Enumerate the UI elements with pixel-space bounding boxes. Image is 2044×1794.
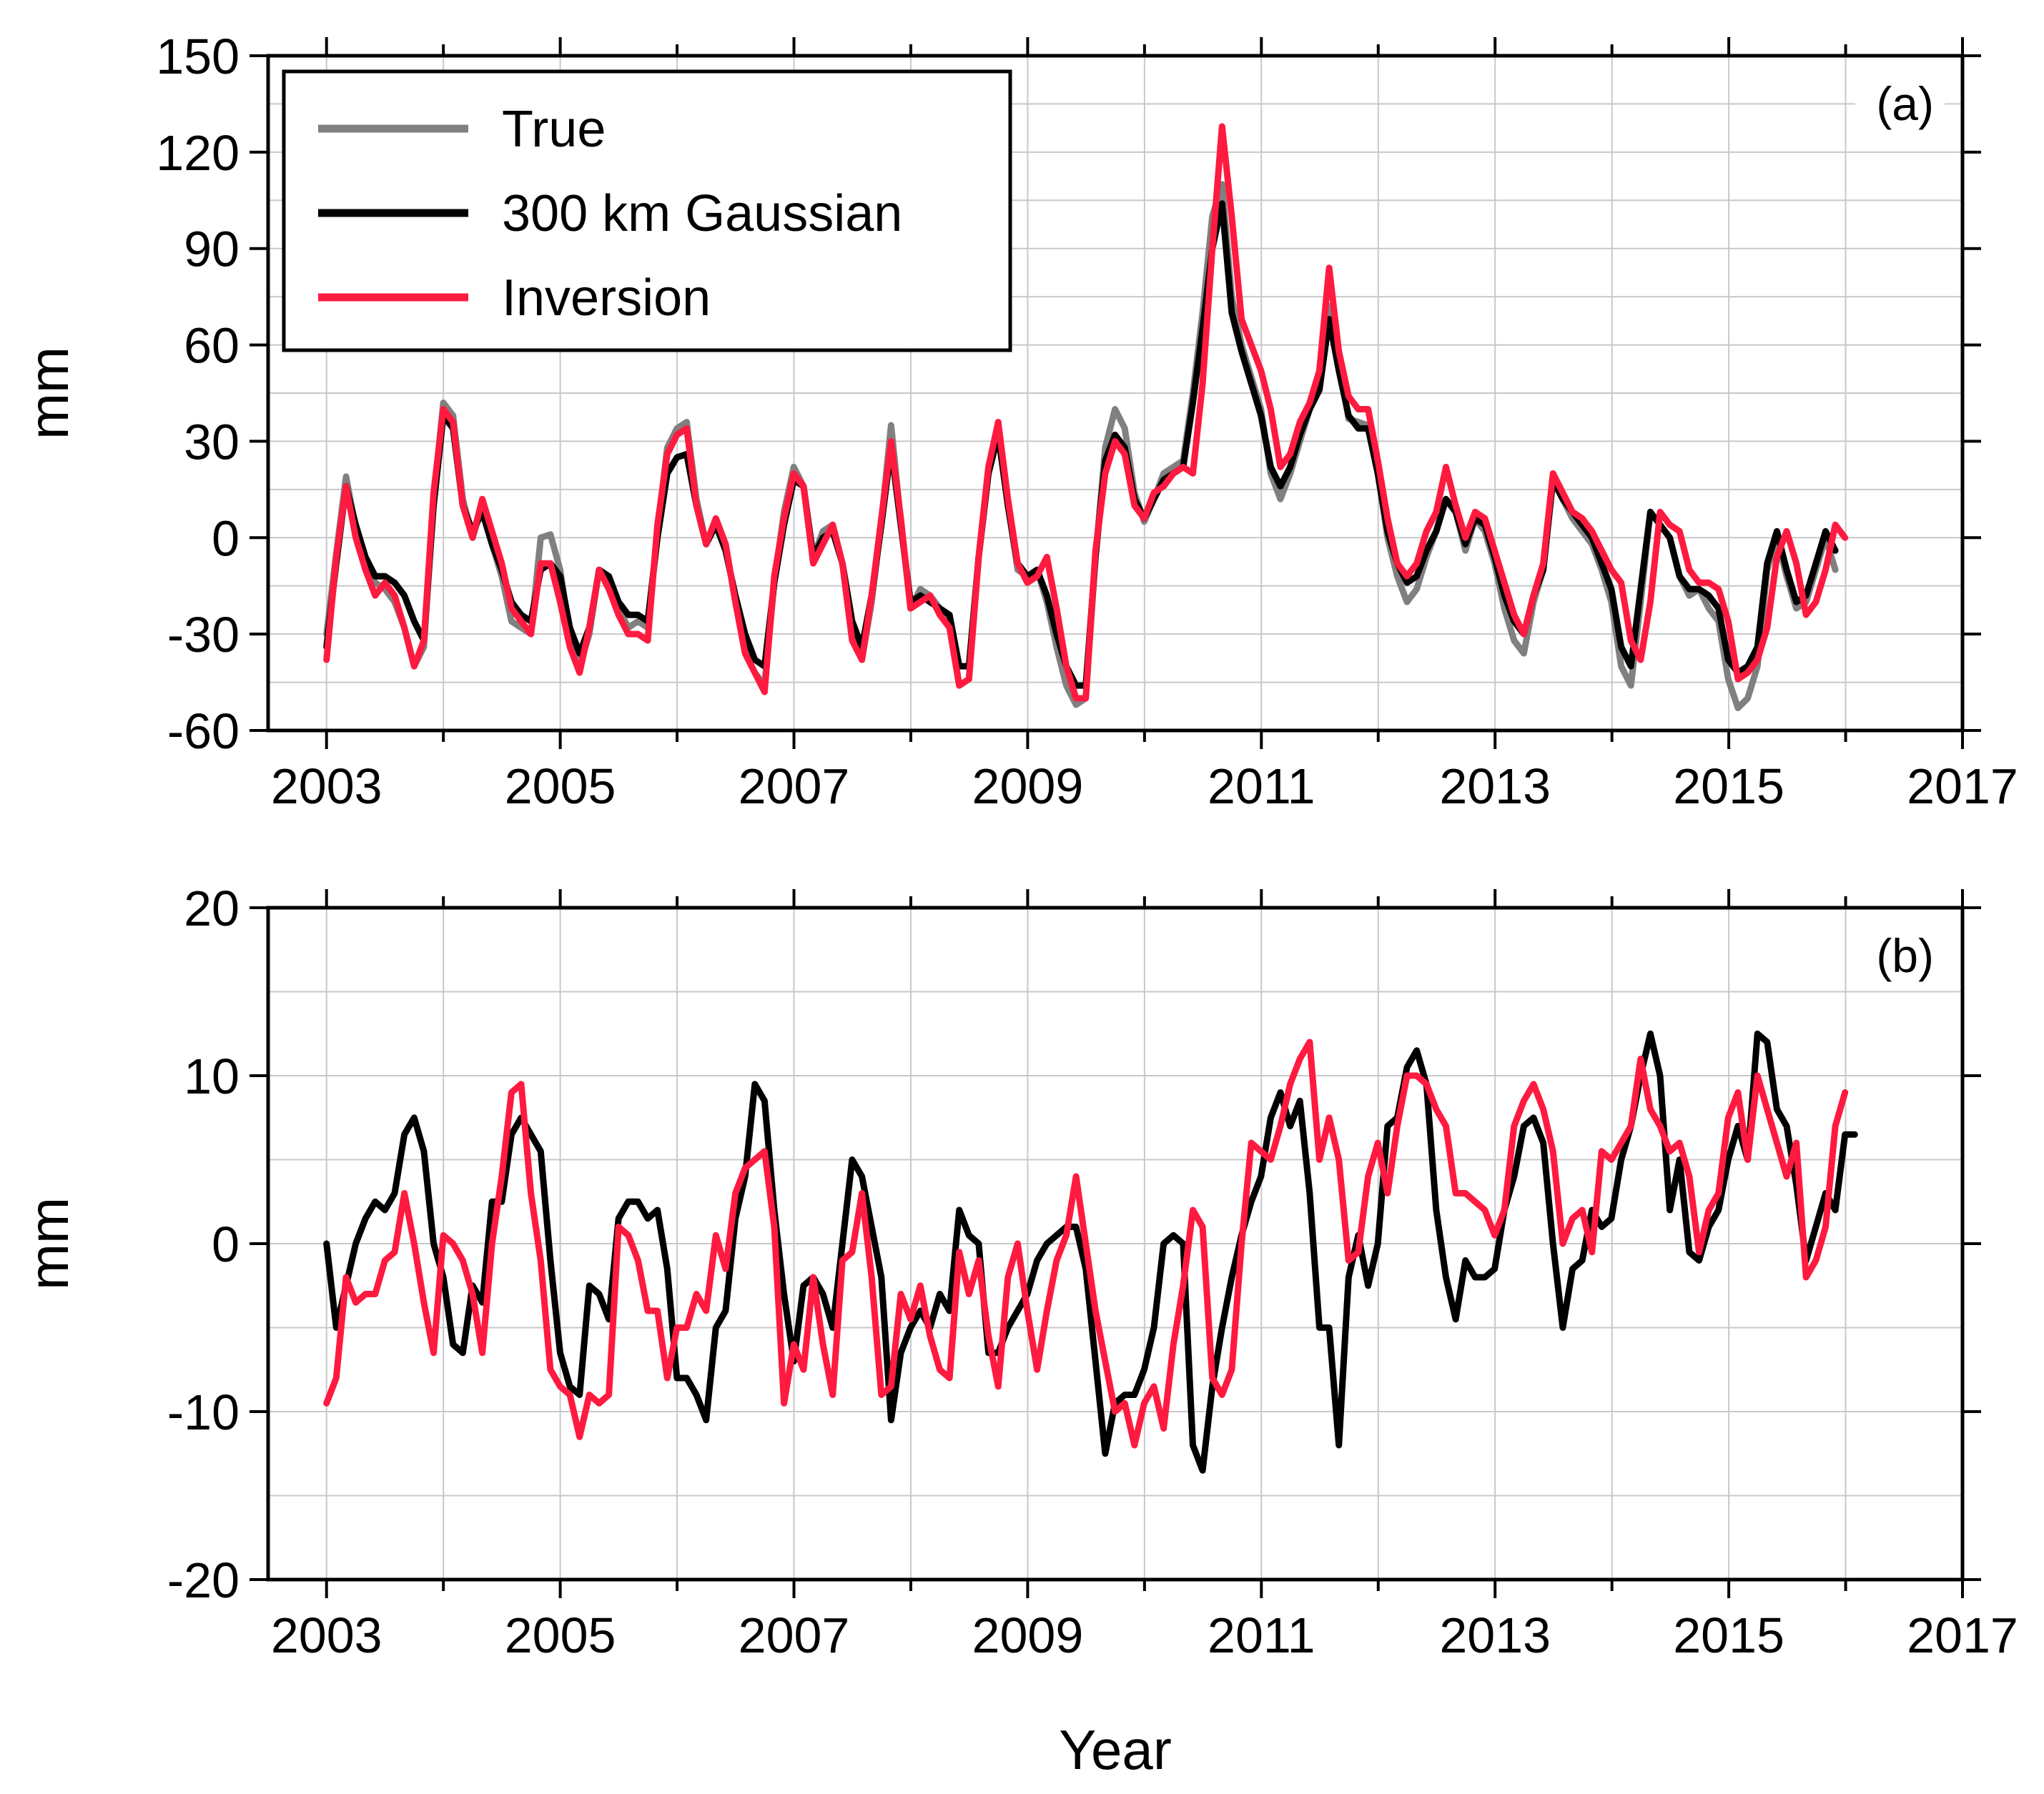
y-tick-label: 10 (184, 1049, 240, 1104)
series-line-inversion (323, 123, 1849, 702)
x-tick-label: 2011 (1208, 1607, 1315, 1663)
series-line-inversion (323, 1039, 1849, 1449)
y-tick-label: -20 (167, 1552, 240, 1608)
x-tick-label: 2013 (1439, 758, 1551, 814)
x-tick-label: 2005 (505, 1607, 616, 1663)
panel-label-background (1855, 73, 1945, 137)
y-tick-label: -60 (167, 703, 240, 759)
series-line-300-km-gaussian (323, 1030, 1858, 1474)
x-axis-title: Year (1059, 1718, 1172, 1781)
panel-label: (a) (1876, 77, 1934, 130)
plot-frame (266, 54, 1965, 733)
y-tick-label: 0 (212, 510, 240, 566)
x-tick-label: 2007 (739, 758, 850, 814)
y-tick-label: 150 (156, 29, 240, 84)
x-tick-label: 2003 (271, 1607, 382, 1663)
x-tick-label: 2017 (1907, 1607, 2018, 1663)
y-tick-label: 30 (184, 414, 240, 470)
y-tick-label: 120 (156, 125, 240, 181)
x-tick-label: 2017 (1907, 758, 2018, 814)
y-tick-label: 90 (184, 222, 240, 277)
x-tick-label: 2015 (1673, 758, 1784, 814)
y-tick-label: 60 (184, 318, 240, 374)
x-tick-label: 2015 (1673, 1607, 1784, 1663)
series-line-300-km-gaussian (323, 200, 1839, 689)
legend-label: True (502, 101, 606, 158)
x-tick-label: 2011 (1208, 758, 1315, 814)
panel-a: 2003 2005 2007 2009 2011 2013 2015 2017 -60 -30 0 3… (17, 29, 2018, 814)
y-tick-label: -30 (167, 607, 240, 663)
y-axis-title: mm (17, 347, 80, 440)
panel-b: 2003 2005 2007 2009 2011 2013 2015 2017 -20 -10 0 1… (17, 881, 2018, 1781)
x-tick-label: 2009 (972, 1607, 1084, 1663)
legend: True 300 km Gaussian Inversion (282, 69, 1012, 352)
panel-label-background (1855, 925, 1945, 989)
y-axis-title: mm (17, 1197, 80, 1290)
legend-label: 300 km Gaussian (502, 185, 902, 242)
panel-label: (b) (1876, 929, 1934, 982)
x-tick-label: 2005 (505, 758, 616, 814)
x-tick-label: 2003 (271, 758, 382, 814)
x-tick-label: 2007 (739, 1607, 850, 1663)
y-tick-label: 0 (212, 1216, 240, 1272)
legend-label: Inversion (502, 269, 711, 327)
x-tick-label: 2013 (1439, 1607, 1551, 1663)
y-tick-label: 20 (184, 881, 240, 936)
x-tick-label: 2009 (972, 758, 1084, 814)
y-tick-label: -10 (167, 1384, 240, 1440)
